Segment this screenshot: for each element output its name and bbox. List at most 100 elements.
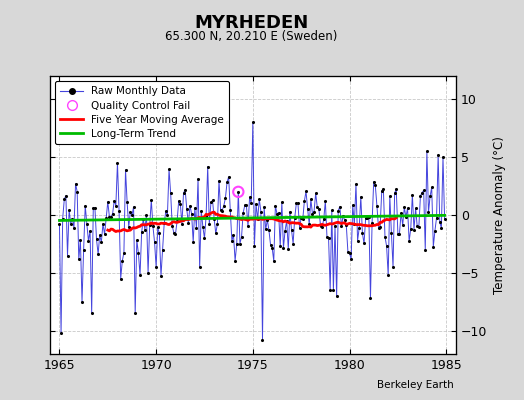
Point — [99, 220, 107, 227]
Point — [80, 246, 88, 253]
Point — [133, 237, 141, 244]
Point — [378, 188, 386, 194]
Point — [308, 210, 316, 217]
Point — [360, 240, 368, 247]
Point — [224, 174, 233, 180]
Point — [73, 188, 81, 195]
Point — [268, 245, 276, 251]
Point — [337, 223, 346, 230]
Point — [350, 221, 358, 228]
Point — [134, 250, 143, 256]
Point — [407, 226, 415, 232]
Point — [300, 198, 309, 204]
Point — [128, 212, 136, 218]
Point — [310, 208, 318, 215]
Point — [260, 204, 268, 210]
Point — [440, 216, 449, 222]
Point — [414, 224, 423, 231]
Point — [328, 207, 336, 214]
Point — [357, 194, 365, 200]
Point — [102, 215, 111, 221]
Point — [161, 208, 170, 214]
Point — [371, 182, 379, 189]
Point — [136, 272, 144, 278]
Point — [347, 256, 355, 263]
Point — [273, 211, 281, 217]
Point — [341, 217, 349, 224]
Point — [199, 224, 207, 230]
Point — [315, 206, 323, 212]
Point — [101, 231, 109, 238]
Point — [94, 251, 102, 257]
Point — [290, 215, 299, 221]
Point — [271, 202, 280, 209]
Point — [278, 199, 286, 205]
Point — [245, 194, 254, 200]
Point — [432, 215, 441, 221]
Point — [216, 206, 225, 213]
Point — [125, 224, 133, 230]
Point — [209, 197, 217, 203]
Point — [419, 187, 428, 194]
Point — [316, 223, 325, 229]
Point — [67, 220, 75, 227]
Point — [379, 186, 388, 192]
Point — [104, 199, 112, 205]
Point — [210, 216, 219, 222]
Point — [331, 222, 339, 229]
Point — [65, 207, 73, 213]
Point — [194, 176, 202, 182]
Point — [297, 215, 305, 221]
Point — [323, 234, 331, 240]
Point — [247, 200, 255, 207]
Point — [212, 230, 220, 237]
Point — [255, 196, 264, 202]
Point — [311, 190, 320, 196]
Point — [89, 205, 97, 211]
Point — [195, 264, 204, 270]
Point — [173, 218, 181, 225]
Point — [416, 193, 424, 199]
Point — [192, 224, 201, 231]
Point — [205, 221, 213, 228]
Point — [221, 195, 230, 201]
Point — [384, 272, 392, 278]
Point — [276, 243, 285, 250]
Point — [81, 202, 90, 209]
Point — [154, 224, 162, 230]
Point — [228, 238, 236, 244]
Point — [110, 197, 118, 204]
Point — [88, 310, 96, 317]
Point — [189, 239, 198, 245]
Point — [411, 205, 420, 212]
Point — [170, 230, 178, 236]
Point — [182, 206, 191, 212]
Point — [289, 240, 297, 247]
Point — [68, 216, 77, 222]
Point — [421, 247, 430, 253]
Point — [439, 154, 447, 160]
Point — [257, 208, 265, 215]
Point — [381, 233, 389, 240]
Point — [242, 202, 250, 208]
Point — [223, 179, 231, 186]
Point — [140, 226, 149, 233]
Point — [426, 193, 434, 200]
Point — [279, 245, 288, 251]
Point — [386, 193, 394, 200]
Point — [178, 221, 186, 227]
Point — [281, 228, 289, 234]
Point — [91, 204, 99, 211]
Point — [294, 200, 302, 207]
Point — [244, 223, 252, 229]
Point — [197, 208, 205, 214]
Point — [303, 206, 312, 212]
Point — [429, 243, 438, 250]
Point — [394, 230, 402, 237]
Point — [305, 221, 313, 227]
Point — [218, 207, 226, 214]
Point — [254, 216, 262, 222]
Point — [329, 287, 337, 294]
Point — [282, 218, 291, 224]
Point — [184, 220, 192, 227]
